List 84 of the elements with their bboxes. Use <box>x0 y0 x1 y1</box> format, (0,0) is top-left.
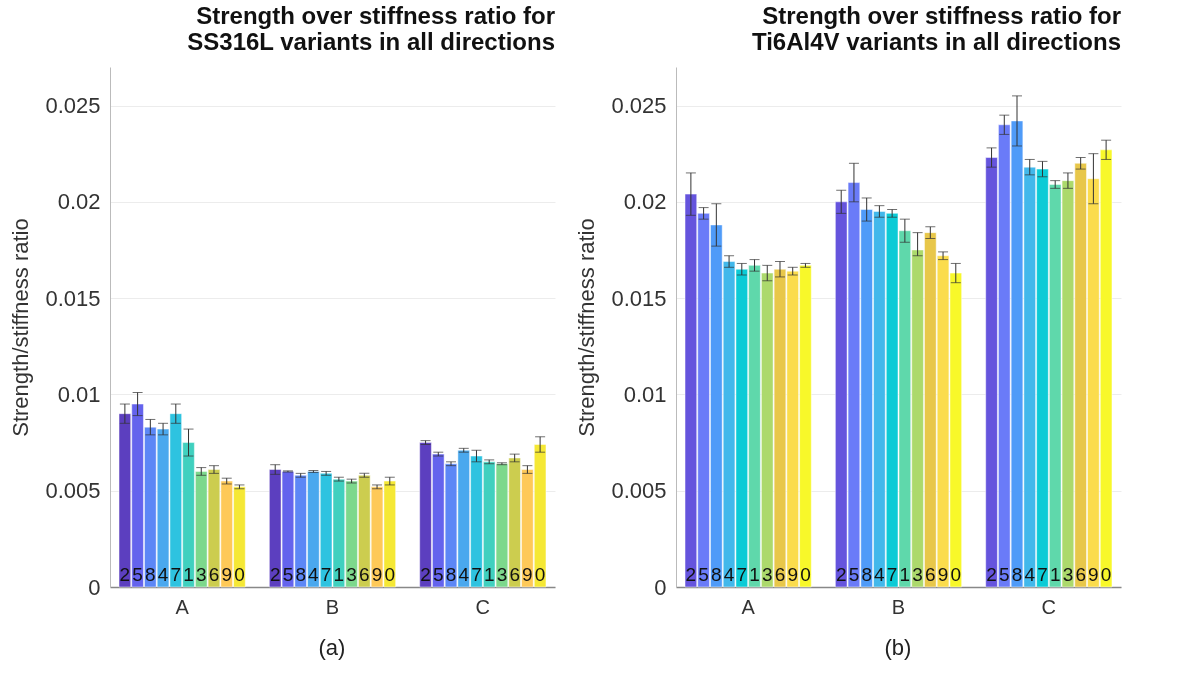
y-tick-label: 0.01 <box>623 381 667 407</box>
y-tick-label: 0.01 <box>57 381 101 407</box>
text: 4 <box>1024 564 1036 585</box>
text: 4 <box>458 564 470 585</box>
chart-title: Strength over stiffness ratio for Ti6Al4V variants in all directions <box>751 2 1121 55</box>
series-label: 8 <box>711 564 722 585</box>
text: 8 <box>1011 564 1023 585</box>
x-tick-label: C <box>1041 595 1057 618</box>
y-tick-label: 0.005 <box>45 478 101 504</box>
text: 9 <box>522 564 533 585</box>
text: 3 <box>1062 564 1074 585</box>
y-axis-title: Strength/stiffness ratio <box>8 218 34 437</box>
text: 9 <box>371 564 383 585</box>
text: 6 <box>509 564 520 585</box>
series-label: 7 <box>736 564 748 585</box>
series-label: 2 <box>835 564 847 585</box>
series-label: 3 <box>195 564 207 585</box>
text: 5 <box>848 564 860 585</box>
text: 0 <box>950 564 962 585</box>
series-label: 1 <box>749 564 760 585</box>
y-tick-label: 0 <box>654 574 667 600</box>
text: 8 <box>445 564 457 585</box>
series-label: 6 <box>1075 564 1086 585</box>
text: 3 <box>912 564 923 585</box>
series-label: 0 <box>234 564 245 585</box>
text: 9 <box>937 564 949 585</box>
text: 6 <box>359 564 370 585</box>
text: 1 <box>1049 564 1061 585</box>
text: (a) <box>317 635 346 661</box>
y-axis-title: Strength/stiffness ratio <box>574 218 600 437</box>
chart-title: Strength over stiffness ratio for SS316L variants in all directions <box>187 2 555 55</box>
y-tick-label: 0.025 <box>611 93 667 119</box>
series-label: 8 <box>145 564 156 585</box>
y-tick-label: 0 <box>88 574 101 600</box>
series-label: 5 <box>132 564 143 585</box>
text: 3 <box>346 564 357 585</box>
text: (b) <box>883 635 912 661</box>
text: 1 <box>483 564 495 585</box>
text: 7 <box>1037 564 1048 585</box>
text: 4 <box>874 564 885 585</box>
text: 2 <box>420 564 431 585</box>
text: 5 <box>282 564 294 585</box>
text: 1 <box>333 564 345 585</box>
text: 0 <box>1100 564 1112 585</box>
text: 6 <box>774 564 786 585</box>
text: 1 <box>899 564 911 585</box>
text: 7 <box>471 564 482 585</box>
text: 5 <box>432 564 444 585</box>
series-label: 9 <box>1088 564 1099 585</box>
x-tick-label: B <box>891 595 906 618</box>
text: 8 <box>861 564 872 585</box>
text: 6 <box>925 564 936 585</box>
text: 7 <box>320 564 332 585</box>
x-tick-label: A <box>175 595 190 618</box>
text: 2 <box>269 564 281 585</box>
series-label: 1 <box>183 564 194 585</box>
text: 9 <box>787 564 799 585</box>
series-label: 6 <box>208 564 220 585</box>
series-label: 4 <box>157 564 169 585</box>
text: 2 <box>685 564 697 585</box>
series-label: 7 <box>170 564 182 585</box>
series-label: 4 <box>723 564 735 585</box>
series-label: 2 <box>119 564 131 585</box>
y-tick-label: 0.02 <box>57 189 101 215</box>
text: 0 <box>384 564 396 585</box>
series-label: 9 <box>221 564 233 585</box>
text: 0 <box>534 564 546 585</box>
y-tick-label: 0.015 <box>611 285 667 311</box>
y-tick-label: 0.005 <box>611 478 667 504</box>
text: 4 <box>308 564 319 585</box>
text: 2 <box>986 564 997 585</box>
series-label: 3 <box>761 564 773 585</box>
text: 7 <box>886 564 898 585</box>
y-tick-label: 0.015 <box>45 285 101 311</box>
y-tick-label: 0.025 <box>45 93 101 119</box>
text: 8 <box>295 564 306 585</box>
x-tick-label: B <box>325 595 340 618</box>
x-tick-label: C <box>475 595 491 618</box>
text: 5 <box>998 564 1010 585</box>
x-tick-label: A <box>741 595 756 618</box>
series-label: 0 <box>800 564 811 585</box>
y-tick-label: 0.02 <box>623 189 667 215</box>
series-label: 5 <box>698 564 709 585</box>
text: 3 <box>496 564 508 585</box>
